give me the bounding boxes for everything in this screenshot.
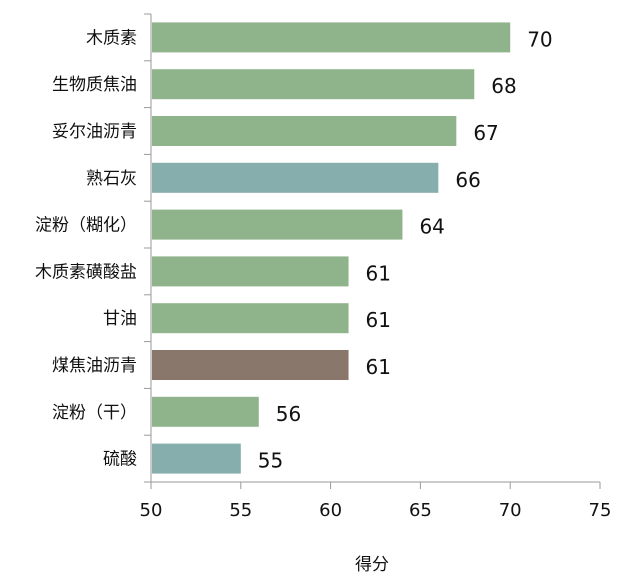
category-label: 木质素 xyxy=(86,28,137,48)
bar xyxy=(152,116,457,146)
category-label: 妥尔油沥青 xyxy=(52,122,137,142)
bar xyxy=(152,443,241,474)
category-label: 硫酸 xyxy=(103,450,137,470)
bar xyxy=(152,350,349,380)
category-label: 淀粉（糊化） xyxy=(35,216,137,236)
x-tick-label: 70 xyxy=(499,500,522,521)
axes-layer: 50 55 60 65 70 75 xyxy=(140,13,612,521)
bar xyxy=(152,396,259,427)
value-label: 61 xyxy=(366,261,391,285)
category-label: 生物质焦油 xyxy=(52,75,137,95)
category-label: 淀粉（干） xyxy=(52,403,137,423)
bar xyxy=(152,69,475,100)
category-label: 甘油 xyxy=(103,309,137,329)
bar xyxy=(152,209,403,240)
value-label: 55 xyxy=(258,449,283,473)
value-label: 61 xyxy=(366,355,391,379)
x-tick-label: 60 xyxy=(319,500,342,521)
value-label: 61 xyxy=(366,308,391,332)
category-label: 熟石灰 xyxy=(86,168,137,189)
value-label: 56 xyxy=(276,402,301,426)
x-tick-label: 75 xyxy=(589,500,612,521)
value-label: 67 xyxy=(473,121,498,145)
x-tick-label: 50 xyxy=(140,500,163,521)
value-label: 70 xyxy=(527,27,552,51)
value-label: 66 xyxy=(455,168,480,192)
x-tick-label: 55 xyxy=(229,500,252,521)
bar xyxy=(152,303,349,334)
value-label: 64 xyxy=(419,215,444,239)
bars-layer xyxy=(152,22,511,474)
bar xyxy=(152,162,439,193)
x-tick-label: 65 xyxy=(409,500,432,521)
labels-layer: 木质素 70 生物质焦油 68 妥尔油沥青 67 熟石灰 66 淀粉（糊化） 64 木质素磺酸盐 61… xyxy=(35,27,553,472)
bar xyxy=(152,256,349,287)
bar xyxy=(152,22,511,53)
x-axis-title: 得分 xyxy=(355,555,389,575)
category-label: 木质素磺酸盐 xyxy=(35,262,137,282)
category-label: 煤焦油沥青 xyxy=(52,356,137,376)
value-label: 68 xyxy=(491,74,516,98)
